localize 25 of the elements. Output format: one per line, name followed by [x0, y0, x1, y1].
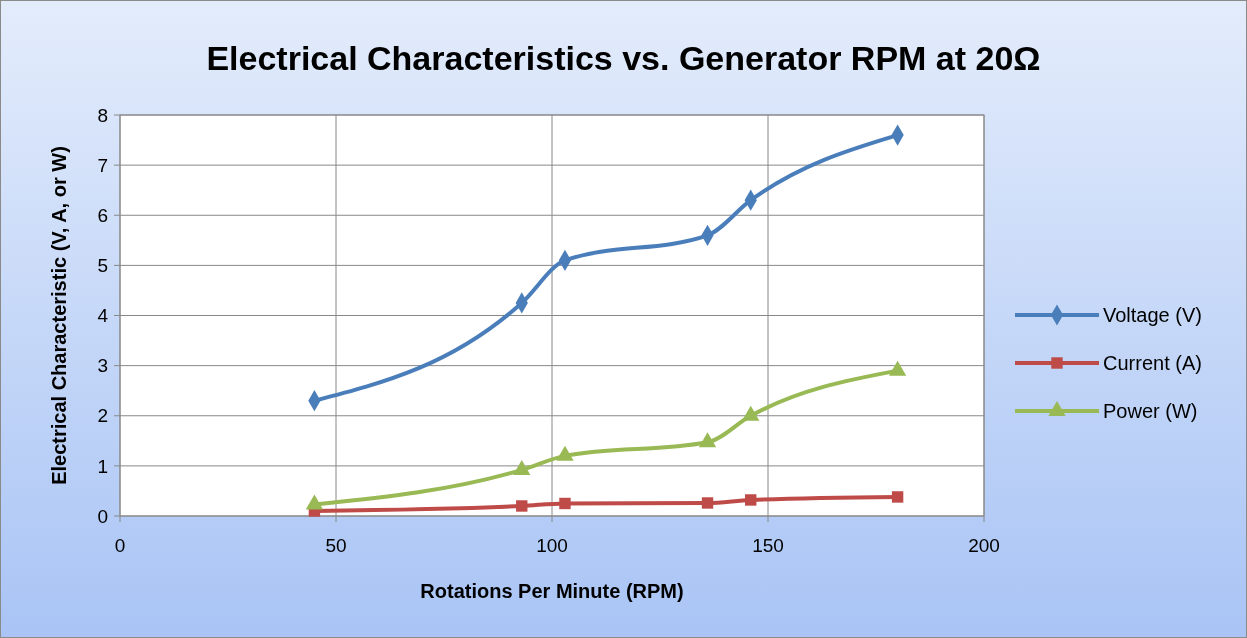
x-tick-label: 100 [536, 535, 568, 556]
legend-label: Voltage (V) [1103, 304, 1202, 326]
x-tick-label: 150 [752, 535, 784, 556]
x-tick-label: 0 [114, 535, 126, 556]
y-tick-label: 5 [97, 255, 108, 277]
chart-title: Electrical Characteristics vs. Generator RPM at 20Ω [206, 39, 1041, 77]
x-tick-label: 50 [325, 535, 347, 556]
point [516, 500, 528, 512]
y-axis-title: Electrical Characteristic (V, A, or W) [48, 146, 70, 485]
y-tick-label: 3 [97, 355, 108, 377]
point [891, 491, 904, 503]
legend-label: Power (W) [1103, 400, 1198, 422]
y-tick-label: 0 [97, 505, 108, 527]
y-tick-label: 8 [97, 104, 108, 126]
y-tick-label: 6 [97, 204, 108, 226]
x-axis-title: Rotations Per Minute (RPM) [420, 580, 684, 602]
y-tick-label: 7 [97, 154, 108, 176]
y-tick-label: 2 [97, 405, 108, 427]
point [745, 494, 757, 506]
y-tick-label: 4 [97, 305, 109, 327]
legend-label: Current (A) [1103, 352, 1202, 374]
x-tick-label: 200 [968, 535, 1000, 556]
point [701, 497, 714, 509]
point [559, 497, 571, 510]
y-tick-label: 1 [97, 455, 108, 477]
